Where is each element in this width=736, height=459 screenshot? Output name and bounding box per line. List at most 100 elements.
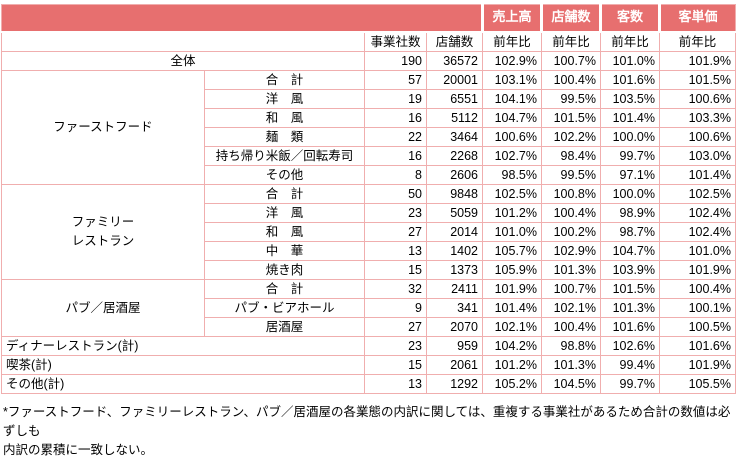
header-customer-count: 客数 [599,4,660,33]
table-row: ファミリー レストラン合 計 50 9848 102.5% 100.8% 100.0% 10… [1,184,736,280]
value-cell: 100.6% [482,127,542,147]
value-cell: 20001 [426,70,483,90]
value-cell: 102.9% [482,51,542,71]
value-cell: 98.5% [482,165,542,185]
row-label: 洋 風 [204,203,365,223]
value-cell: 101.9% [482,279,542,299]
row-label: 麺 類 [204,127,365,147]
value-cell: 102.1% [541,298,601,318]
value-cell: 6551 [426,89,483,109]
value-cell: 5059 [426,203,483,223]
value-cell: 98.4% [541,146,601,166]
value-cell: 104.7% [600,241,660,261]
value-cell: 101.9% [659,260,736,280]
header-sales: 売上高 [481,4,542,33]
value-cell: 27 [364,317,427,337]
value-cell: 104.5% [541,374,601,394]
value-cell: 102.6% [600,336,660,356]
value-cell: 190 [364,51,427,71]
subheader-store-count: 店舗数 [426,31,483,52]
value-cell: 102.4% [659,203,736,223]
value-cell: 50 [364,184,427,204]
value-cell: 101.0% [600,51,660,71]
value-cell: 2411 [426,279,483,299]
value-cell: 19 [364,89,427,109]
value-cell: 99.5% [541,165,601,185]
value-cell: 102.2% [541,127,601,147]
value-cell: 16 [364,146,427,166]
value-cell: 101.4% [600,108,660,128]
value-cell: 101.5% [600,279,660,299]
value-cell: 105.5% [659,374,736,394]
market-trend-table: 売上高 店舗数 客数 客単価 事業社数 店舗数 前年比 前年比 前年比 前年比 … [1,4,736,394]
value-cell: 100.6% [659,89,736,109]
value-cell: 32 [364,279,427,299]
value-cell: 99.4% [600,355,660,375]
value-cell: 100.4% [541,317,601,337]
value-cell: 8 [364,165,427,185]
value-cell: 1402 [426,241,483,261]
value-cell: 99.5% [541,89,601,109]
table-row: ファーストフード合 計 57 20001 103.1% 100.4% 101.6% 101.… [1,70,736,185]
table-row: 洋 風 19 6551 104.1% 99.5% 103.5% 100.6% [2,89,736,109]
table-row: 喫茶(計) 15 2061 101.2% 101.3% 99.4% 101.9% [1,355,736,375]
subheader-yoy-customers: 前年比 [600,31,660,52]
subheader-business-count: 事業社数 [364,31,427,52]
value-cell: 101.3% [541,260,601,280]
value-cell: 9 [364,298,427,318]
value-cell: 103.1% [482,70,542,90]
sub-header-row: 事業社数 店舗数 前年比 前年比 前年比 前年比 [1,31,736,52]
value-cell: 100.5% [659,317,736,337]
value-cell: 102.5% [659,184,736,204]
value-cell: 102.5% [482,184,542,204]
value-cell: 101.0% [482,222,542,242]
value-cell: 102.1% [482,317,542,337]
row-label: 喫茶(計) [1,355,365,375]
table-row: 和 風 16 5112 104.7% 101.5% 101.4% 103.3% [2,108,736,128]
value-cell: 100.7% [541,51,601,71]
table-row: 麺 類 22 3464 100.6% 102.2% 100.0% 100.6% [2,127,736,147]
group-label: ファーストフード [1,70,205,185]
table-row: 全体 190 36572 102.9% 100.7% 101.0% 101.9% [1,51,736,71]
value-cell: 23 [364,203,427,223]
value-cell: 5112 [426,108,483,128]
value-cell: 101.5% [541,108,601,128]
value-cell: 101.3% [600,298,660,318]
value-cell: 104.7% [482,108,542,128]
value-cell: 15 [364,355,427,375]
value-cell: 101.6% [600,317,660,337]
value-cell: 15 [364,260,427,280]
table-row: パブ／居酒屋合 計 32 2411 101.9% 100.7% 101.5% 100.4% [1,279,736,337]
value-cell: 104.1% [482,89,542,109]
header-avg-spend: 客単価 [658,4,736,33]
row-label: 合 計 [204,184,365,204]
row-label: 和 風 [204,108,365,128]
row-label: 和 風 [204,222,365,242]
value-cell: 3464 [426,127,483,147]
value-cell: 101.9% [659,51,736,71]
table-row: 焼き肉 15 1373 105.9% 101.3% 103.9% 101.9% [2,260,736,280]
value-cell: 100.4% [659,279,736,299]
value-cell: 105.7% [482,241,542,261]
value-cell: 100.0% [600,127,660,147]
value-cell: 101.0% [659,241,736,261]
row-label: 合 計 [204,279,365,299]
value-cell: 103.3% [659,108,736,128]
value-cell: 101.2% [482,355,542,375]
group-label: ファミリー レストラン [1,184,205,280]
value-cell: 98.7% [600,222,660,242]
value-cell: 27 [364,222,427,242]
value-cell: 103.5% [600,89,660,109]
value-cell: 36572 [426,51,483,71]
value-cell: 104.2% [482,336,542,356]
value-cell: 100.8% [541,184,601,204]
row-label: 中 華 [204,241,365,261]
value-cell: 101.2% [482,203,542,223]
metric-group-header-row: 売上高 店舗数 客数 客単価 [1,4,736,33]
value-cell: 101.6% [659,336,736,356]
value-cell: 100.6% [659,127,736,147]
value-cell: 99.7% [600,374,660,394]
value-cell: 57 [364,70,427,90]
value-cell: 1292 [426,374,483,394]
